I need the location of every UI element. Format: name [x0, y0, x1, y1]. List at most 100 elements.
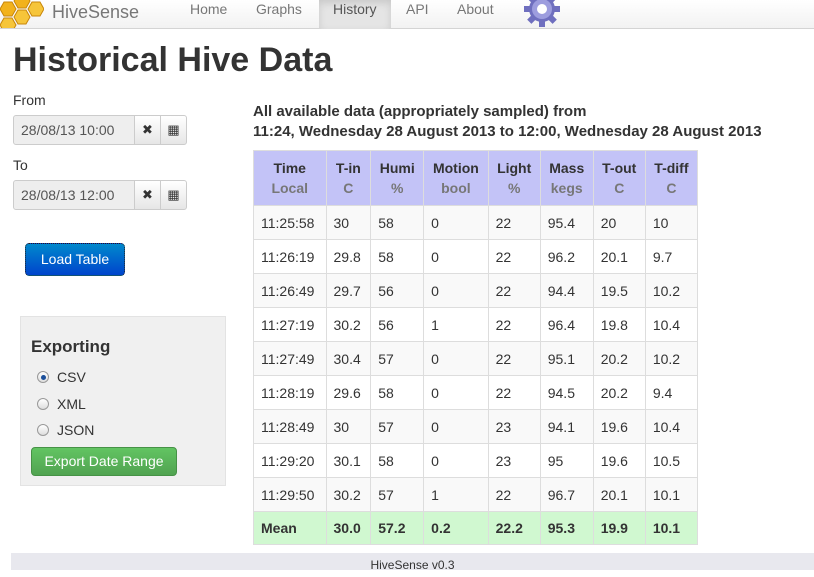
- from-calendar-icon[interactable]: ▦: [160, 115, 187, 145]
- mean-row: Mean 30.0 57.2 0.2 22.2 95.3 19.9 10.1: [253, 511, 699, 545]
- table-cell: 58: [370, 375, 425, 410]
- col-time: Time Local: [253, 150, 327, 206]
- table-cell: 96.7: [539, 477, 594, 512]
- table-cell: 10.4: [644, 307, 699, 342]
- table-cell: 11:26:19: [253, 239, 327, 274]
- option-label: JSON: [57, 422, 95, 438]
- table-cell: 29.8: [325, 239, 372, 274]
- nav-history[interactable]: History: [319, 0, 391, 29]
- gear-icon[interactable]: [522, 0, 562, 27]
- table-cell: 19.8: [592, 307, 646, 342]
- table-cell: 56: [370, 273, 425, 308]
- col-mass: Mass kegs: [539, 150, 594, 206]
- brand-name[interactable]: HiveSense: [52, 2, 140, 22]
- export-panel: Exporting CSV XML JSON Export Date Range: [20, 316, 226, 486]
- summary-line-2: 11:24, Wednesday 28 August 2013 to 12:00…: [253, 123, 762, 140]
- table-cell: 0: [423, 375, 489, 410]
- table-cell: 10.5: [644, 443, 699, 478]
- table-cell: 0: [423, 239, 489, 274]
- mean-cell: 57.2: [370, 511, 425, 545]
- table-cell: 57: [370, 477, 425, 512]
- table-cell: 19.6: [592, 443, 646, 478]
- to-calendar-icon[interactable]: ▦: [160, 180, 187, 210]
- table-cell: 11:27:49: [253, 341, 327, 376]
- hive-data-table: Time Local T-in C Humi% Motion bool Light% …: [253, 150, 699, 545]
- option-label: CSV: [57, 369, 86, 385]
- nav-about[interactable]: About: [457, 1, 494, 17]
- mean-cell: 19.9: [592, 511, 646, 545]
- table-cell: 20.2: [592, 375, 646, 410]
- table-cell: 30.4: [325, 341, 372, 376]
- table-header-row: Time Local T-in C Humi% Motion bool Light% …: [253, 150, 699, 206]
- export-option-json[interactable]: JSON: [37, 422, 94, 438]
- table-cell: 22: [487, 205, 541, 240]
- table-row: 11:29:50 30.2 57 1 22 96.7 20.1 10.1: [253, 477, 699, 512]
- export-date-range-button[interactable]: Export Date Range: [31, 447, 177, 476]
- table-cell: 30.2: [325, 307, 372, 342]
- table-cell: 9.7: [644, 239, 699, 274]
- mean-cell: Mean: [253, 511, 327, 545]
- table-cell: 22: [487, 273, 541, 308]
- table-cell: 10: [644, 205, 699, 240]
- table-cell: 11:27:19: [253, 307, 327, 342]
- radio-icon[interactable]: [37, 398, 49, 410]
- table-cell: 57: [370, 409, 425, 444]
- navbar: HiveSense Home Graphs History API About: [0, 0, 814, 29]
- table-row: 11:25:58 30 58 0 22 95.4 20 10: [253, 205, 699, 240]
- honeycomb-logo-icon[interactable]: [0, 0, 44, 28]
- table-cell: 29.7: [325, 273, 372, 308]
- table-cell: 30: [325, 205, 372, 240]
- table-cell: 11:29:20: [253, 443, 327, 478]
- table-cell: 30.1: [325, 443, 372, 478]
- export-option-csv[interactable]: CSV: [37, 369, 86, 385]
- table-cell: 11:25:58: [253, 205, 327, 240]
- table-cell: 19.6: [592, 409, 646, 444]
- from-date-input[interactable]: 28/08/13 10:00: [13, 115, 135, 145]
- nav-graphs[interactable]: Graphs: [256, 1, 302, 17]
- load-table-button[interactable]: Load Table: [24, 242, 126, 277]
- table-body: 11:25:58 30 58 0 22 95.4 20 10 11:26:19 29.8 58 0 22…: [253, 205, 699, 545]
- table-cell: 94.4: [539, 273, 594, 308]
- mean-cell: 30.0: [325, 511, 372, 545]
- table-row: 11:28:19 29.6 58 0 22 94.5 20.2 9.4: [253, 375, 699, 410]
- table-cell: 10.2: [644, 273, 699, 308]
- table-cell: 95.4: [539, 205, 594, 240]
- data-summary: All available data (appropriately sample…: [253, 102, 762, 142]
- table-cell: 22: [487, 375, 541, 410]
- table-cell: 10.2: [644, 341, 699, 376]
- table-cell: 0: [423, 205, 489, 240]
- table-cell: 20.2: [592, 341, 646, 376]
- table-row: 11:28:49 30 57 0 23 94.1 19.6 10.4: [253, 409, 699, 444]
- table-cell: 22: [487, 239, 541, 274]
- from-clear-icon[interactable]: ✖: [134, 115, 161, 145]
- nav-api[interactable]: API: [406, 1, 429, 17]
- table-cell: 57: [370, 341, 425, 376]
- mean-cell: 95.3: [539, 511, 594, 545]
- table-cell: 20: [592, 205, 646, 240]
- table-cell: 0: [423, 341, 489, 376]
- table-cell: 30: [325, 409, 372, 444]
- table-cell: 20.1: [592, 477, 646, 512]
- option-label: XML: [57, 396, 86, 412]
- export-option-xml[interactable]: XML: [37, 396, 86, 412]
- to-datetime-picker: 28/08/13 12:00 ✖ ▦: [13, 180, 189, 210]
- radio-checked-icon[interactable]: [37, 371, 49, 383]
- table-cell: 23: [487, 443, 541, 478]
- table-cell: 9.4: [644, 375, 699, 410]
- radio-icon[interactable]: [37, 424, 49, 436]
- table-cell: 30.2: [325, 477, 372, 512]
- to-date-input[interactable]: 28/08/13 12:00: [13, 180, 135, 210]
- table-cell: 29.6: [325, 375, 372, 410]
- mean-cell: 0.2: [423, 511, 489, 545]
- table-cell: 0: [423, 443, 489, 478]
- table-cell: 22: [487, 341, 541, 376]
- table-cell: 95: [539, 443, 594, 478]
- col-t-out: T-out C: [592, 150, 646, 206]
- table-cell: 22: [487, 477, 541, 512]
- table-cell: 1: [423, 307, 489, 342]
- nav-home[interactable]: Home: [190, 1, 228, 17]
- table-cell: 10.4: [644, 409, 699, 444]
- col-motion: Motion bool: [423, 150, 489, 206]
- table-cell: 94.5: [539, 375, 594, 410]
- to-clear-icon[interactable]: ✖: [134, 180, 161, 210]
